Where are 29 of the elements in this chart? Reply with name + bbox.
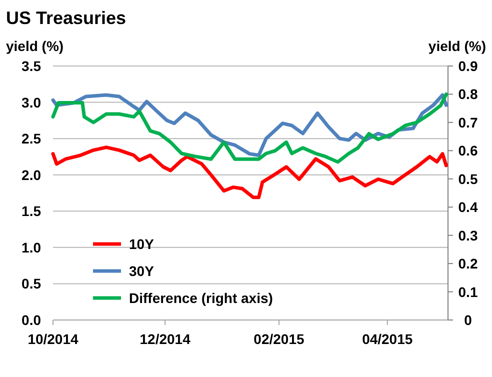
y-tick-label: 2.5 <box>22 130 42 147</box>
y-tick-label: 1.0 <box>22 239 42 256</box>
y-tick-label: 0.0 <box>22 312 42 328</box>
x-tick-label: 10/2014 <box>28 331 79 347</box>
y-axis-title: yield (%) <box>6 38 64 54</box>
y2-tick-label: 0.5 <box>458 170 478 187</box>
y-tick-label: 0.5 <box>22 276 42 292</box>
y2-tick-label: 0.9 <box>458 58 478 74</box>
x-tick-label: 12/2014 <box>140 331 191 347</box>
legend-label: 10Y <box>129 236 155 252</box>
y2-tick-label: 0.7 <box>458 114 478 130</box>
x-tick-label: 04/2015 <box>362 331 413 347</box>
y2-tick-label: 0.3 <box>458 227 478 244</box>
y2-tick-label: 0.4 <box>458 199 478 216</box>
x-tick-label: 02/2015 <box>254 331 304 347</box>
legend-label: 30Y <box>129 263 155 279</box>
y2-axis-title: yield (%) <box>428 38 486 54</box>
y-tick-label: 3.0 <box>22 94 42 110</box>
y2-tick-label: 0.6 <box>458 142 478 159</box>
y-tick-label: 3.5 <box>22 58 42 74</box>
chart-title: US Treasuries <box>6 8 126 28</box>
y2-tick-label: 0.2 <box>458 256 478 272</box>
y2-tick-label: 0 <box>464 312 472 328</box>
line-series <box>51 146 448 200</box>
y2-tick-label: 0.8 <box>458 86 478 102</box>
y2-tick-label: 0.1 <box>458 284 478 300</box>
legend-label: Difference (right axis) <box>129 290 273 306</box>
y-tick-label: 1.5 <box>22 203 42 220</box>
y-tick-label: 2.0 <box>22 166 42 183</box>
